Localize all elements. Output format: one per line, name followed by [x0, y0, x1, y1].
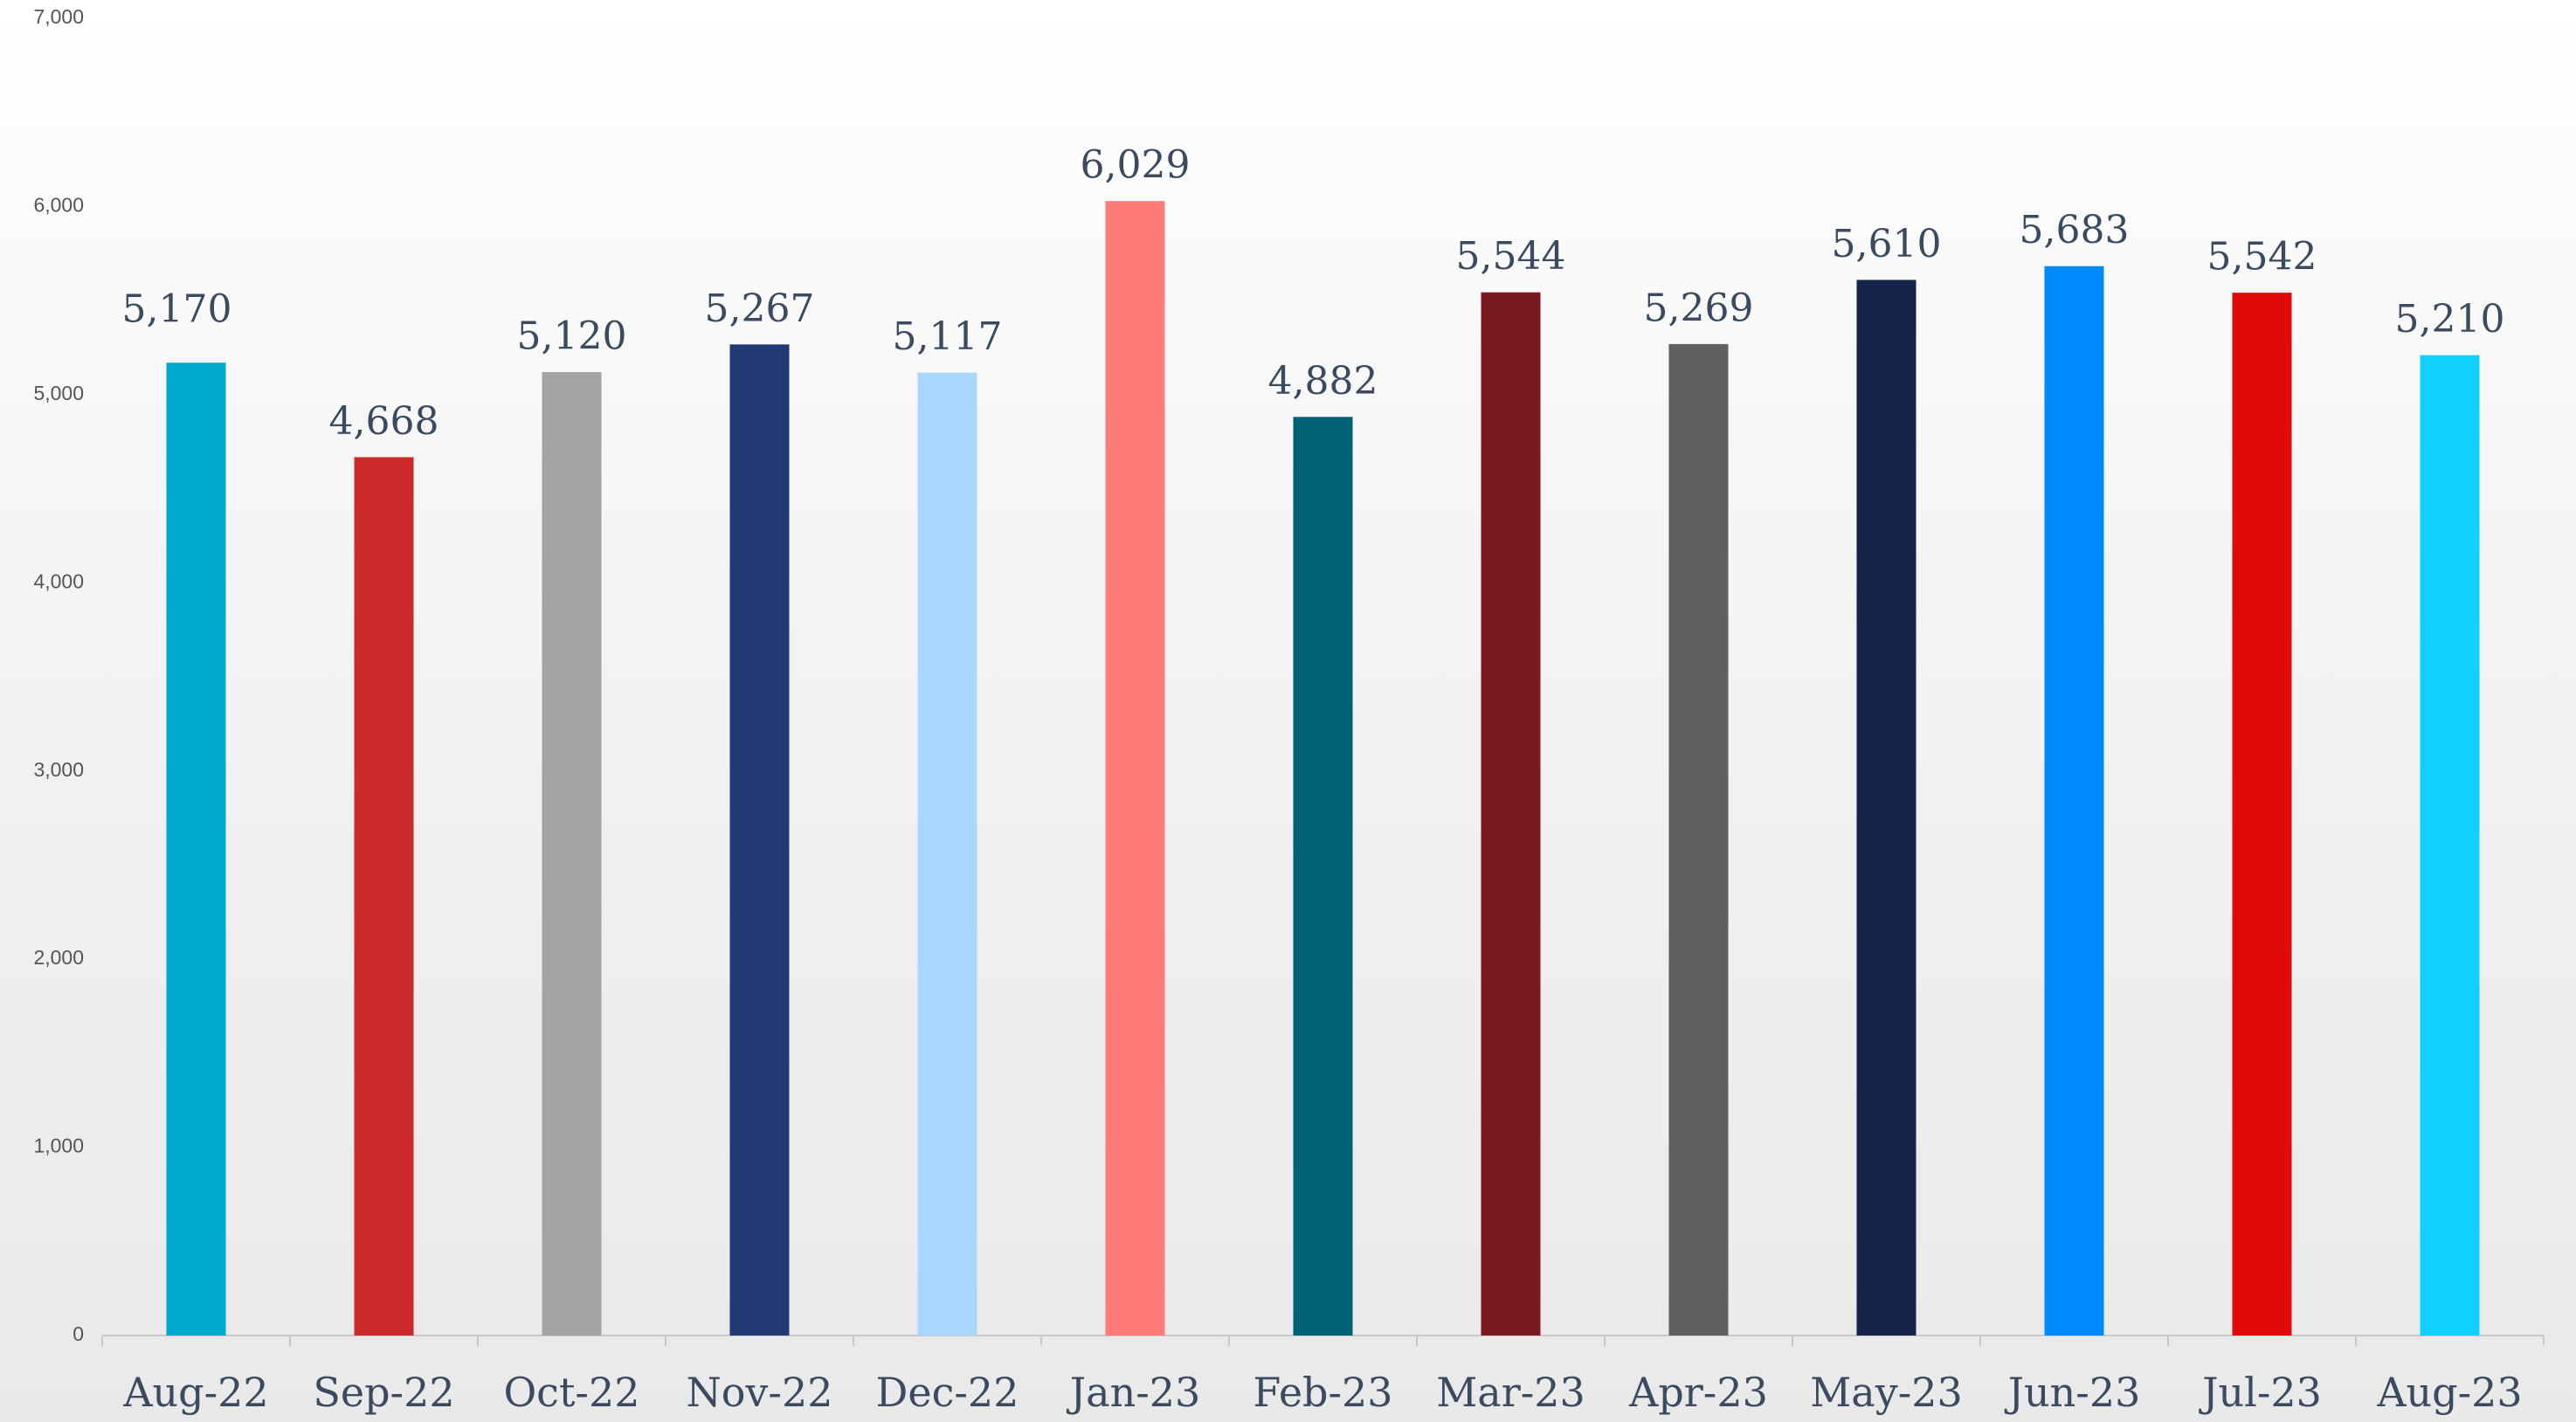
- x-tick-label: Aug-23: [2376, 1369, 2522, 1416]
- bar: [166, 362, 226, 1336]
- value-label: 4,668: [329, 399, 439, 444]
- x-tick-label: Apr-23: [1628, 1369, 1768, 1416]
- value-label: 5,267: [705, 286, 815, 331]
- value-label: 5,170: [122, 287, 232, 332]
- bar: [2232, 293, 2292, 1336]
- x-tick-label: Sep-22: [313, 1369, 454, 1416]
- y-tick-label: 3,000: [33, 758, 84, 781]
- bar: [1668, 343, 1729, 1336]
- value-label: 5,683: [2020, 208, 2130, 252]
- value-label: 5,117: [893, 314, 1003, 359]
- bar: [354, 457, 414, 1336]
- bar: [2420, 355, 2480, 1336]
- value-label: 5,610: [1832, 222, 1942, 266]
- bar: [917, 372, 977, 1336]
- value-label: 5,544: [1456, 234, 1566, 279]
- bar: [729, 344, 790, 1336]
- y-tick-label: 7,000: [33, 5, 84, 28]
- y-tick-label: 6,000: [33, 194, 84, 217]
- x-tick-label: Jun-23: [2005, 1369, 2141, 1416]
- y-tick-label: 0: [73, 1322, 84, 1345]
- bar: [542, 372, 602, 1336]
- x-tick-label: Oct-22: [503, 1369, 639, 1416]
- y-tick-label: 1,000: [33, 1135, 84, 1157]
- value-label: 6,029: [1081, 143, 1191, 188]
- bar: [2044, 266, 2104, 1336]
- value-label: 5,269: [1644, 286, 1754, 330]
- bar: [1293, 417, 1353, 1336]
- x-tick-label: Aug-22: [122, 1369, 268, 1416]
- x-tick-label: Jan-23: [1067, 1369, 1201, 1416]
- value-label: 5,542: [2207, 235, 2317, 280]
- x-tick-label: Nov-22: [686, 1369, 832, 1416]
- value-label: 4,882: [1268, 359, 1378, 404]
- x-tick-label: Dec-22: [876, 1369, 1019, 1416]
- y-tick-label: 4,000: [33, 569, 84, 592]
- x-tick-label: Mar-23: [1436, 1369, 1585, 1416]
- y-tick-label: 5,000: [33, 382, 84, 404]
- bar: [1856, 280, 1916, 1336]
- x-tick-label: Feb-23: [1253, 1369, 1392, 1416]
- x-tick-label: Jul-23: [2199, 1369, 2322, 1416]
- bar: [1105, 201, 1165, 1336]
- value-label: 5,120: [517, 314, 627, 359]
- bar: [1481, 292, 1541, 1336]
- value-label: 5,210: [2395, 297, 2505, 342]
- y-tick-label: 2,000: [33, 946, 84, 969]
- x-tick-label: May-23: [1810, 1369, 1963, 1416]
